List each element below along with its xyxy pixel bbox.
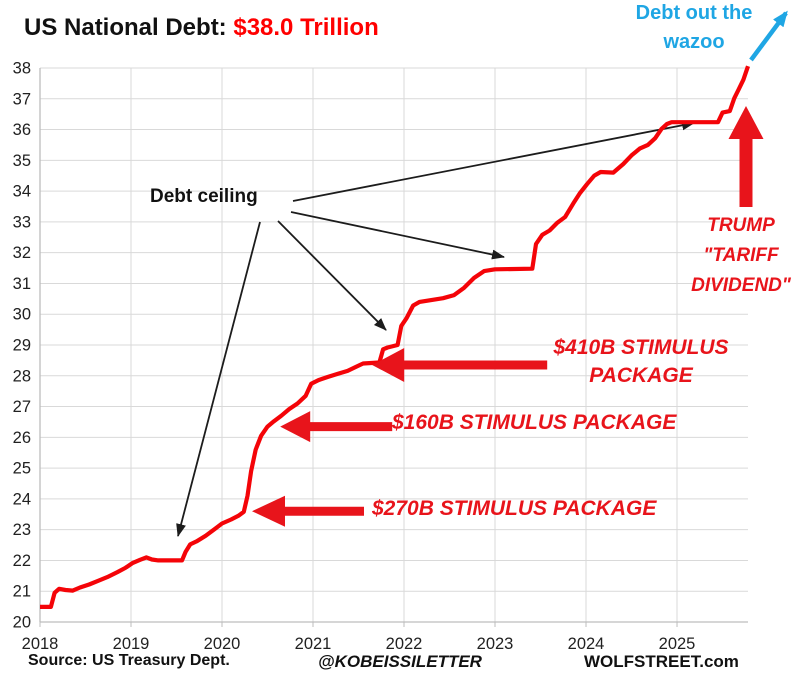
debt-out-the-wazoo-label: Debt out the wazoo — [635, 2, 753, 53]
debt-ceiling-arrow — [176, 221, 261, 537]
debt-ceiling-label: Debt ceiling — [150, 186, 258, 207]
x-axis-tick-label: 2019 — [113, 635, 150, 653]
y-axis-tick-label: 23 — [13, 521, 31, 539]
y-axis-tick-label: 29 — [13, 337, 31, 355]
wolfstreet-label: WOLFSTREET.com — [584, 652, 739, 671]
debt-line — [40, 65, 750, 610]
stimulus-160-label: $160B STIMULUS PACKAGE — [392, 411, 677, 434]
x-axis-tick-label: 2018 — [22, 635, 59, 653]
x-axis-tick-label: 2020 — [204, 635, 241, 653]
y-axis-tick-label: 34 — [13, 183, 31, 201]
trump-tariff-arrow — [728, 106, 764, 207]
y-axis-tick-label: 26 — [13, 429, 31, 447]
y-axis-tick-label: 27 — [13, 398, 31, 416]
kobeissi-handle-label: @KOBEISSILETTER — [318, 652, 482, 671]
trump-tariff-dividend-label: TRUMP "TARIFF DIVIDEND" — [691, 215, 791, 296]
y-axis-tick-label: 35 — [13, 152, 31, 170]
source-label: Source: US Treasury Dept. — [28, 652, 230, 669]
y-axis-tick-label: 37 — [13, 90, 31, 108]
stimulus-270-label: $270B STIMULUS PACKAGE — [372, 497, 657, 520]
y-axis-tick-label: 33 — [13, 213, 31, 231]
y-axis-tick-label: 32 — [13, 244, 31, 262]
debt-ceiling-arrow — [290, 211, 505, 260]
page-title: US National Debt: $38.0 Trillion — [24, 14, 379, 42]
stimulus-410-label: $410B STIMULUS PACKAGE — [553, 336, 729, 387]
debt-ceiling-arrow — [277, 220, 387, 331]
x-axis-tick-label: 2022 — [386, 635, 423, 653]
y-axis-tick-label: 21 — [13, 583, 31, 601]
y-axis-tick-label: 22 — [13, 552, 31, 570]
y-axis-tick-label: 24 — [13, 490, 31, 508]
page-title-highlight: $38.0 Trillion — [233, 14, 379, 41]
x-axis-tick-label: 2024 — [568, 635, 605, 653]
stimulus-270-arrow — [252, 495, 364, 527]
x-axis-tick-label: 2023 — [477, 635, 514, 653]
page-title-prefix: US National Debt: — [24, 14, 234, 41]
stimulus-410-arrow — [372, 348, 548, 382]
y-axis-tick-label: 31 — [13, 275, 31, 293]
x-axis-tick-label: 2021 — [295, 635, 332, 653]
y-axis-tick-label: 38 — [13, 60, 31, 78]
y-axis-tick-label: 36 — [13, 121, 31, 139]
y-axis-tick-label: 30 — [13, 306, 31, 324]
y-axis-tick-label: 20 — [13, 614, 31, 632]
debt-ceiling-arrow — [292, 120, 695, 202]
wazoo-arrow — [749, 10, 788, 62]
x-axis-tick-label: 2025 — [659, 635, 696, 653]
stimulus-160-arrow — [280, 411, 393, 443]
y-axis-tick-label: 28 — [13, 367, 31, 385]
y-axis-tick-label: 25 — [13, 460, 31, 478]
